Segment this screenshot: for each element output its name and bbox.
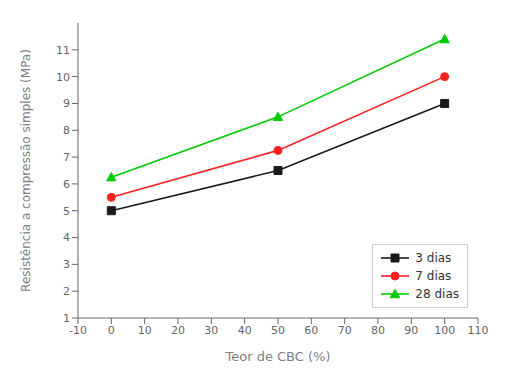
svg-text:10: 10 (56, 71, 70, 84)
svg-text:4: 4 (63, 231, 70, 244)
svg-text:40: 40 (238, 324, 252, 337)
svg-text:3: 3 (63, 258, 70, 271)
svg-text:2: 2 (63, 285, 70, 298)
html-text:7 dias: 7 dias (415, 269, 452, 283)
svg-text:50: 50 (271, 324, 285, 337)
svg-text:10: 10 (138, 324, 152, 337)
svg-text:Teor de CBC (%): Teor de CBC (%) (224, 349, 330, 364)
svg-text:-10: -10 (69, 324, 87, 337)
svg-text:8: 8 (63, 124, 70, 137)
svg-text:6: 6 (63, 178, 70, 191)
svg-text:11: 11 (56, 44, 70, 57)
svg-text:9: 9 (63, 97, 70, 110)
svg-text:100: 100 (434, 324, 455, 337)
html-text:28 dias: 28 dias (415, 287, 459, 301)
html-text:3 dias: 3 dias (415, 251, 452, 265)
svg-text:0: 0 (108, 324, 115, 337)
svg-text:7: 7 (63, 151, 70, 164)
svg-text:1: 1 (63, 312, 70, 325)
svg-text:90: 90 (404, 324, 418, 337)
svg-text:5: 5 (63, 205, 70, 218)
svg-text:80: 80 (371, 324, 385, 337)
svg-text:Resistência a compressão simpl: Resistência a compressão simples (MPa) (19, 49, 33, 292)
svg-text:110: 110 (468, 324, 489, 337)
svg-text:60: 60 (304, 324, 318, 337)
svg-text:30: 30 (204, 324, 218, 337)
svg-text:70: 70 (338, 324, 352, 337)
svg-text:20: 20 (171, 324, 185, 337)
